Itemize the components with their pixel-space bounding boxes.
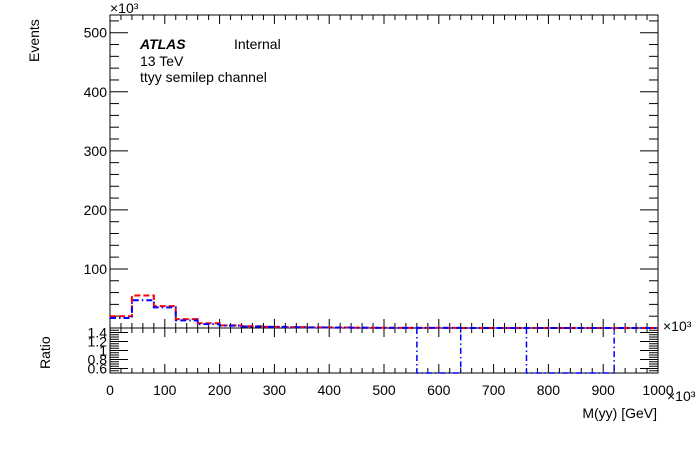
y-axis-title-main: Events: [26, 19, 42, 62]
y-axis-title-ratio: Ratio: [37, 336, 53, 369]
y-tick-label-ratio: 0.6: [88, 361, 108, 377]
y-tick-label-main: 400: [84, 84, 108, 100]
tick-labels: 100 200 300 400 500 0 100 200 300 400 500 600 700 800…: [84, 25, 674, 398]
y-tick-label-ratio: 1.4: [88, 325, 108, 341]
x-tick-label: 400: [318, 382, 342, 398]
y-tick-label-main: 500: [84, 25, 108, 41]
x-multiplier-label-top: ×10³: [663, 318, 692, 334]
x-tick-label: 800: [537, 382, 561, 398]
x-tick-label: 900: [592, 382, 616, 398]
ratio-series: [416, 328, 615, 374]
x-tick-label: 1000: [642, 382, 673, 398]
y-tick-label-main: 300: [84, 143, 108, 159]
y-tick-label-main: 200: [84, 202, 108, 218]
y-tick-label-ratio: 1: [99, 343, 107, 359]
x-axis-title: M(yy) [GeV]: [582, 405, 657, 421]
x-tick-label: 700: [482, 382, 506, 398]
y-tick-label-main: 100: [84, 261, 108, 277]
x-multiplier-label-bottom: ×10³: [667, 388, 696, 404]
x-tick-label: 200: [208, 382, 232, 398]
x-tick-label: 100: [153, 382, 177, 398]
main-series-0-line: [110, 294, 658, 329]
x-tick-label: 600: [427, 382, 451, 398]
ratio-series-0-segment-0: [416, 328, 462, 374]
y-multiplier-label: ×10³: [110, 0, 139, 16]
channel-label: ttyy semilep channel: [140, 69, 267, 85]
x-tick-label: 0: [106, 382, 114, 398]
internal-label: Internal: [234, 36, 281, 52]
main-plot-frame: [109, 14, 659, 329]
y-tick-label-ratio: 0.8: [88, 352, 108, 368]
y-tick-label-ratio: 1.2: [88, 334, 108, 350]
energy-label: 13 TeV: [140, 53, 184, 69]
x-tick-label: 300: [263, 382, 287, 398]
ratio-ticks: [109, 328, 659, 373]
ratio-series-0-segment-1: [525, 328, 615, 374]
atlas-label: ATLAS: [139, 36, 186, 52]
x-tick-label: 500: [372, 382, 396, 398]
main-series: [110, 294, 658, 329]
main-ticks: [109, 15, 659, 328]
